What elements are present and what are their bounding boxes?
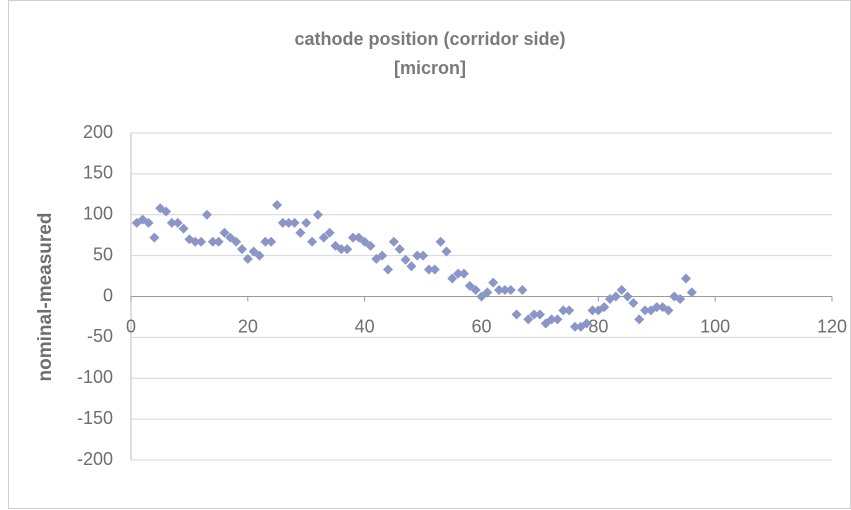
y-axis-title: nominal-measured bbox=[35, 213, 56, 382]
point bbox=[254, 250, 265, 261]
point bbox=[599, 302, 610, 313]
point bbox=[470, 284, 481, 295]
point bbox=[406, 261, 417, 272]
point bbox=[529, 309, 540, 320]
point bbox=[371, 253, 382, 264]
point bbox=[383, 264, 394, 275]
point bbox=[190, 236, 201, 247]
point bbox=[295, 227, 306, 238]
point bbox=[149, 232, 160, 243]
point bbox=[388, 236, 399, 247]
point bbox=[435, 236, 446, 247]
point bbox=[161, 206, 172, 217]
y-tick-label: 150 bbox=[83, 163, 113, 183]
point bbox=[394, 244, 405, 255]
point bbox=[488, 277, 499, 288]
x-tick-label: 100 bbox=[700, 316, 730, 336]
x-tick-label: 60 bbox=[471, 316, 491, 336]
point bbox=[558, 305, 569, 316]
point bbox=[301, 217, 312, 228]
point bbox=[272, 199, 283, 210]
point bbox=[622, 291, 633, 302]
point bbox=[511, 309, 522, 320]
point bbox=[242, 253, 253, 264]
point bbox=[628, 298, 639, 309]
point bbox=[587, 305, 598, 316]
point bbox=[143, 217, 154, 228]
point bbox=[546, 314, 557, 325]
point bbox=[458, 268, 469, 279]
point bbox=[418, 250, 429, 261]
point bbox=[581, 318, 592, 329]
y-tick-label: 200 bbox=[83, 122, 113, 142]
point bbox=[412, 250, 423, 261]
point bbox=[207, 236, 218, 247]
point bbox=[201, 209, 212, 220]
x-tick-label: 80 bbox=[588, 316, 608, 336]
point bbox=[441, 246, 452, 257]
point bbox=[523, 314, 534, 325]
chart-title: [micron] bbox=[394, 58, 466, 78]
point bbox=[651, 302, 662, 313]
point bbox=[236, 244, 247, 255]
point bbox=[289, 217, 300, 228]
point bbox=[680, 273, 691, 284]
point bbox=[663, 305, 674, 316]
point bbox=[564, 305, 575, 316]
point bbox=[365, 240, 376, 251]
point bbox=[196, 236, 207, 247]
point bbox=[336, 244, 347, 255]
point bbox=[640, 305, 651, 316]
y-tick-label: 50 bbox=[93, 244, 113, 264]
point bbox=[312, 209, 323, 220]
point bbox=[400, 254, 411, 265]
y-tick-label: -100 bbox=[77, 367, 113, 387]
point bbox=[686, 287, 697, 298]
point bbox=[634, 314, 645, 325]
point bbox=[569, 321, 580, 332]
point bbox=[266, 236, 277, 247]
point bbox=[283, 217, 294, 228]
point bbox=[552, 314, 563, 325]
point bbox=[178, 223, 189, 234]
point bbox=[342, 244, 353, 255]
y-tick-label: -200 bbox=[77, 449, 113, 469]
x-tick-label: 0 bbox=[126, 316, 136, 336]
y-tick-label: 0 bbox=[103, 285, 113, 305]
point bbox=[505, 284, 516, 295]
point bbox=[377, 250, 388, 261]
point bbox=[429, 264, 440, 275]
chart-title: cathode position (corridor side) bbox=[294, 29, 565, 49]
point bbox=[494, 284, 505, 295]
point bbox=[610, 291, 621, 302]
y-tick-label: 100 bbox=[83, 204, 113, 224]
x-tick-label: 40 bbox=[355, 316, 375, 336]
point bbox=[324, 227, 335, 238]
point bbox=[616, 284, 627, 295]
x-tick-label: 120 bbox=[817, 316, 847, 336]
point bbox=[347, 232, 358, 243]
point bbox=[166, 217, 177, 228]
point bbox=[213, 236, 224, 247]
point bbox=[453, 268, 464, 279]
point bbox=[499, 284, 510, 295]
x-tick-label: 20 bbox=[238, 316, 258, 336]
point bbox=[675, 293, 686, 304]
point bbox=[172, 217, 183, 228]
y-tick-label: -50 bbox=[87, 326, 113, 346]
point bbox=[260, 236, 271, 247]
point bbox=[219, 227, 230, 238]
point bbox=[447, 273, 458, 284]
point bbox=[231, 236, 242, 247]
point bbox=[423, 264, 434, 275]
point bbox=[318, 232, 329, 243]
point bbox=[307, 236, 318, 247]
point bbox=[277, 217, 288, 228]
point bbox=[534, 309, 545, 320]
point bbox=[482, 287, 493, 298]
point bbox=[517, 284, 528, 295]
y-tick-label: -150 bbox=[77, 408, 113, 428]
